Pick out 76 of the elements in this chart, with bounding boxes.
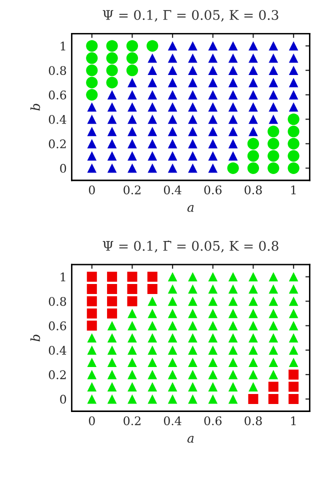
x-tick-label: 0 bbox=[88, 185, 95, 194]
point bbox=[288, 150, 300, 162]
y-tick-label: 0 bbox=[60, 164, 66, 173]
y-tick-label: 0.4 bbox=[48, 346, 66, 355]
point bbox=[127, 284, 138, 294]
point bbox=[268, 126, 280, 138]
point bbox=[268, 138, 280, 150]
point bbox=[288, 382, 299, 392]
point bbox=[288, 394, 299, 404]
point bbox=[227, 162, 239, 174]
x-tick-label: 1 bbox=[291, 185, 296, 194]
y-tick-label: 0.6 bbox=[48, 90, 66, 100]
y-tick-label: 0.2 bbox=[48, 370, 66, 380]
point bbox=[127, 296, 138, 306]
point bbox=[126, 64, 138, 76]
x-tick-label: 0.4 bbox=[164, 416, 182, 426]
y-tick-label: 0.8 bbox=[48, 66, 66, 75]
point bbox=[86, 88, 98, 101]
chart-title: Ψ = 0.1, Γ = 0.05, K = 0.3 bbox=[102, 10, 278, 22]
y-tick-label: 0.6 bbox=[48, 321, 66, 330]
x-axis-title: a bbox=[187, 436, 194, 443]
point bbox=[147, 272, 158, 282]
point bbox=[288, 113, 300, 126]
point bbox=[288, 126, 300, 138]
point bbox=[107, 284, 118, 294]
point bbox=[268, 150, 280, 162]
point bbox=[288, 162, 300, 174]
point bbox=[106, 76, 118, 88]
point bbox=[106, 64, 118, 76]
point bbox=[248, 394, 258, 404]
point bbox=[86, 308, 97, 318]
x-axis-title: a bbox=[187, 205, 194, 212]
point bbox=[107, 296, 118, 306]
point bbox=[247, 162, 260, 174]
point bbox=[86, 272, 97, 282]
x-tick-label: 0.4 bbox=[164, 185, 182, 194]
point bbox=[127, 272, 138, 282]
y-axis-title: b bbox=[30, 104, 40, 110]
point bbox=[86, 64, 98, 76]
point bbox=[106, 40, 118, 52]
x-tick-label: 0.2 bbox=[124, 416, 140, 426]
x-tick-label: 0 bbox=[88, 416, 95, 426]
x-tick-label: 0.2 bbox=[124, 185, 140, 194]
y-tick-label: 0 bbox=[60, 394, 66, 404]
point bbox=[268, 394, 278, 404]
point bbox=[146, 40, 158, 52]
point bbox=[86, 320, 97, 331]
y-tick-label: 1 bbox=[60, 42, 66, 50]
y-tick-label: 0.4 bbox=[48, 114, 66, 124]
point bbox=[86, 284, 97, 294]
y-tick-label: 1 bbox=[60, 272, 66, 282]
x-tick-label: 0.6 bbox=[204, 185, 222, 194]
x-tick-label: 1 bbox=[291, 416, 296, 426]
point bbox=[147, 284, 158, 294]
point bbox=[268, 162, 280, 174]
point bbox=[126, 52, 138, 64]
point bbox=[86, 76, 98, 88]
point bbox=[107, 272, 118, 282]
point bbox=[247, 150, 260, 162]
y-tick-label: 0.8 bbox=[48, 296, 66, 306]
point bbox=[288, 138, 300, 150]
point bbox=[107, 308, 118, 318]
point bbox=[106, 52, 118, 64]
chart-title: Ψ = 0.1, Γ̇ = 0.05, K = 0.8 bbox=[102, 240, 278, 252]
point bbox=[86, 52, 98, 64]
y-tick-label: 0.2 bbox=[48, 139, 66, 148]
x-tick-label: 0.8 bbox=[244, 416, 262, 426]
y-axis-title: b bbox=[30, 334, 40, 342]
point bbox=[86, 296, 97, 306]
x-tick-label: 0.8 bbox=[244, 185, 262, 194]
point bbox=[247, 138, 260, 150]
point bbox=[288, 370, 299, 380]
x-tick-label: 0.6 bbox=[204, 416, 222, 426]
point bbox=[86, 40, 98, 52]
point bbox=[268, 382, 278, 392]
point bbox=[126, 40, 138, 52]
